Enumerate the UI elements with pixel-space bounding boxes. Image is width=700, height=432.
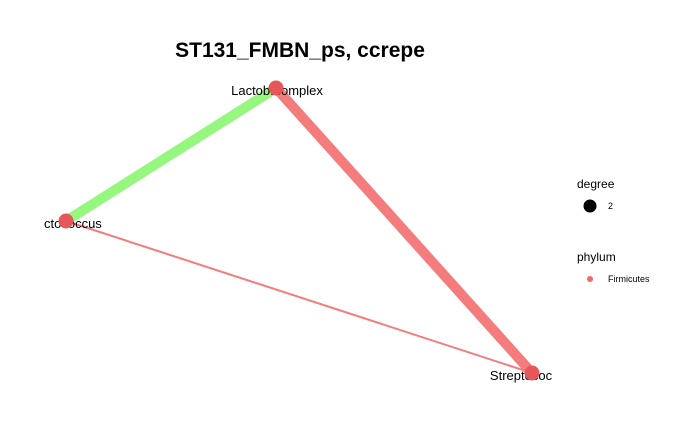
legend-degree-title: degree [577,177,615,191]
node-lacc [58,213,74,229]
edge-lacto-lacc [61,83,281,226]
edge-lacc-strep [65,220,533,374]
edges-layer [61,83,537,378]
legend-phylum-dot [587,276,593,282]
nodes-layer [58,80,540,381]
plot-title: ST131_FMBN_ps, ccrepe [175,39,425,62]
legend-phylum-title: phylum [577,250,616,264]
node-lacto [268,80,284,96]
edge-lacto-strep [271,83,537,378]
legend: degree 2 phylum Firmicutes [577,177,650,284]
legend-degree-dot [583,199,597,213]
legend-degree-label: 2 [608,201,613,211]
node-label-lacc: ctococcus [44,216,102,231]
node-labels-layer: Lactob...omplexctococcusStreptococ [44,83,553,383]
node-strep [524,365,540,381]
legend-phylum-label: Firmicutes [608,274,650,284]
node-label-strep: Streptococ [490,368,553,383]
